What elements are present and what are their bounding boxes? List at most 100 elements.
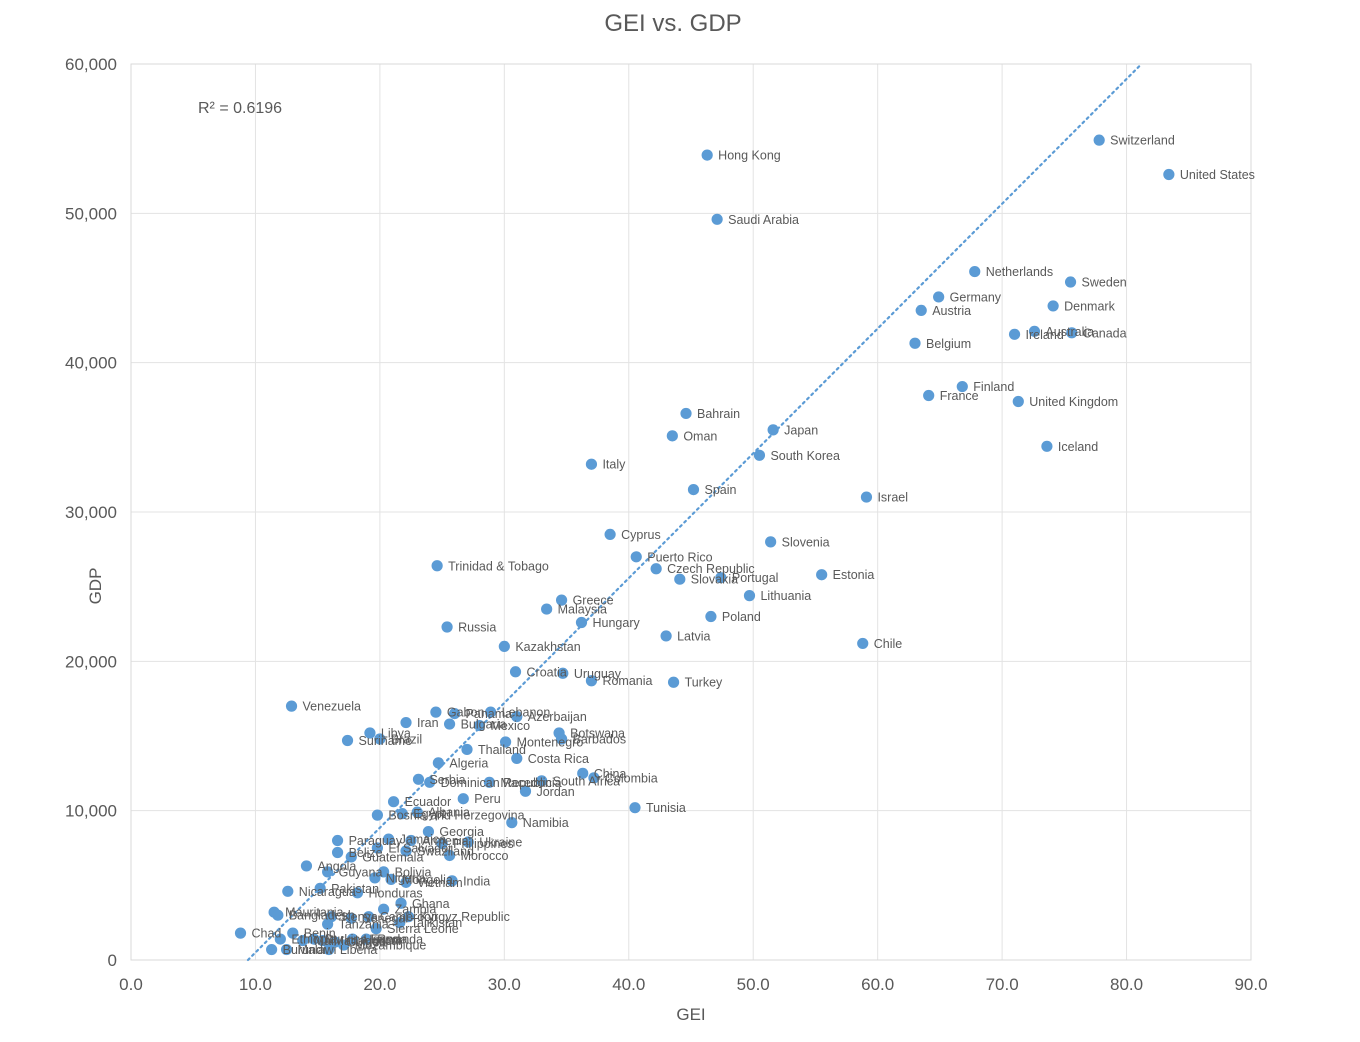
- data-point: [400, 716, 412, 729]
- data-point-label: Kenya: [342, 910, 377, 924]
- data-point-label: Poland: [722, 610, 761, 624]
- data-point: [282, 885, 294, 897]
- data-point-label: Nicaragua: [299, 885, 356, 899]
- data-point-label: China: [594, 767, 627, 781]
- data-point: [687, 484, 700, 496]
- data-point-label: Portugal: [732, 571, 779, 585]
- data-point-label: Botswana: [570, 727, 625, 741]
- chart-title: GEI vs. GDP: [604, 10, 741, 37]
- data-point-label: Tanzania: [339, 918, 389, 932]
- data-point-label: Ghana: [412, 897, 450, 911]
- data-point-label: Belize: [349, 846, 383, 860]
- data-point-label: Algeria: [449, 756, 488, 770]
- data-point-label: Macedonia: [500, 776, 561, 790]
- data-point: [424, 776, 436, 788]
- data-point: [585, 675, 598, 687]
- data-point: [767, 424, 779, 436]
- data-point-label: Greece: [573, 594, 614, 608]
- data-point: [234, 927, 247, 939]
- data-point-label: Montenegro: [517, 735, 584, 749]
- data-point-label: Panama: [466, 707, 513, 721]
- data-point-label: Croatia: [527, 665, 567, 679]
- data-point: [431, 560, 443, 572]
- data-point-label: Sierra Leone: [387, 922, 459, 936]
- y-tick-label: 0: [108, 951, 117, 970]
- data-point-label: Canada: [1083, 326, 1127, 340]
- data-point-label: Bulgaria: [461, 718, 507, 732]
- data-point-label: Azerbaijan: [528, 710, 587, 724]
- data-point: [385, 873, 397, 885]
- data-point-label: Denmark: [1064, 299, 1115, 313]
- data-point: [323, 943, 335, 956]
- data-point: [860, 491, 873, 503]
- data-point-label: Mongolia: [402, 873, 453, 887]
- data-point-label: Nigeria: [386, 871, 426, 885]
- data-point: [443, 849, 456, 862]
- x-tick-label: 70.0: [986, 975, 1019, 994]
- data-point-label: Suriname: [359, 734, 413, 748]
- data-point: [604, 528, 616, 541]
- data-point-label: Italy: [602, 458, 626, 472]
- data-point: [555, 594, 568, 606]
- data-point-label: South Africa: [553, 774, 620, 788]
- x-tick-label: 0.0: [119, 975, 143, 994]
- data-point: [630, 551, 642, 563]
- data-point: [1041, 440, 1053, 452]
- data-point: [498, 640, 510, 653]
- data-point: [287, 927, 299, 939]
- data-point-label: Gabon: [447, 706, 485, 720]
- data-point-label: United States: [1180, 168, 1255, 182]
- data-point: [396, 808, 408, 820]
- data-point-label: Saudi Arabia: [728, 213, 799, 227]
- data-point: [331, 846, 344, 859]
- chart-background: [60, 0, 1360, 1037]
- data-point: [1093, 134, 1105, 146]
- data-point-label: Dominican Republic: [441, 776, 552, 790]
- y-tick-label: 10,000: [65, 802, 117, 821]
- data-point-label: Angola: [317, 859, 356, 873]
- data-point: [338, 939, 350, 951]
- data-point-label: Kyrgyz Republic: [420, 910, 510, 924]
- data-point: [969, 265, 981, 278]
- data-point: [369, 872, 381, 884]
- data-point-label: Czech Republic: [667, 562, 755, 576]
- data-point-label: Guyana: [339, 865, 383, 879]
- data-point-label: Philippines: [453, 837, 513, 851]
- data-point: [743, 590, 756, 602]
- data-point: [577, 767, 589, 779]
- data-point: [345, 851, 357, 863]
- trendline: [246, 62, 1143, 962]
- data-point-label: Russia: [458, 620, 496, 634]
- data-point-label: El Salvador: [388, 842, 452, 856]
- y-axis-ticks: 0 10,000 20,000 30,000 40,000 50,000 60,000: [65, 55, 117, 970]
- data-point-label: Hong Kong: [718, 149, 781, 163]
- data-point-label: Chile: [874, 637, 903, 651]
- data-point: [555, 733, 568, 745]
- data-point-label: Costa Rica: [528, 752, 589, 766]
- data-point: [506, 817, 518, 829]
- data-point: [378, 903, 390, 915]
- data-point-label: Belgium: [926, 337, 971, 351]
- data-point-label: Cyprus: [621, 528, 661, 542]
- data-point-label: Sweden: [1082, 276, 1127, 290]
- data-point-label: Tunisia: [646, 801, 686, 815]
- data-point-label: Uganda: [364, 933, 408, 947]
- data-point: [371, 809, 383, 821]
- data-point-label: Japan: [784, 423, 818, 437]
- data-point: [956, 380, 968, 393]
- data-point-label: Slovenia: [782, 535, 830, 549]
- data-point: [405, 834, 417, 847]
- data-point: [701, 149, 713, 161]
- data-point: [412, 773, 425, 785]
- data-point: [629, 802, 641, 814]
- data-point-label: Tajikistan: [411, 916, 462, 930]
- data-point-label: Bolivia: [395, 865, 432, 879]
- data-point-label: Cameroon: [380, 910, 438, 924]
- x-axis-ticks: 0.0 10.0 20.0 30.0 40.0 50.0 60.0 70.0 80.0 90.0: [119, 975, 1267, 994]
- data-point: [394, 917, 406, 929]
- data-point: [575, 616, 588, 629]
- data-point: [462, 836, 474, 848]
- data-point-label: Colombia: [605, 771, 658, 785]
- data-point: [448, 708, 461, 720]
- data-point: [923, 389, 935, 402]
